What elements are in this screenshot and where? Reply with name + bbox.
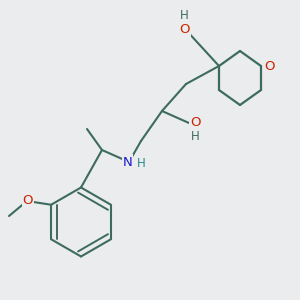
Text: O: O bbox=[264, 59, 275, 73]
Text: O: O bbox=[23, 194, 33, 207]
Text: H: H bbox=[180, 9, 189, 22]
Text: O: O bbox=[190, 116, 201, 129]
Text: H: H bbox=[190, 130, 199, 143]
Text: N: N bbox=[123, 155, 132, 169]
Text: O: O bbox=[179, 23, 190, 36]
Text: H: H bbox=[136, 157, 146, 170]
